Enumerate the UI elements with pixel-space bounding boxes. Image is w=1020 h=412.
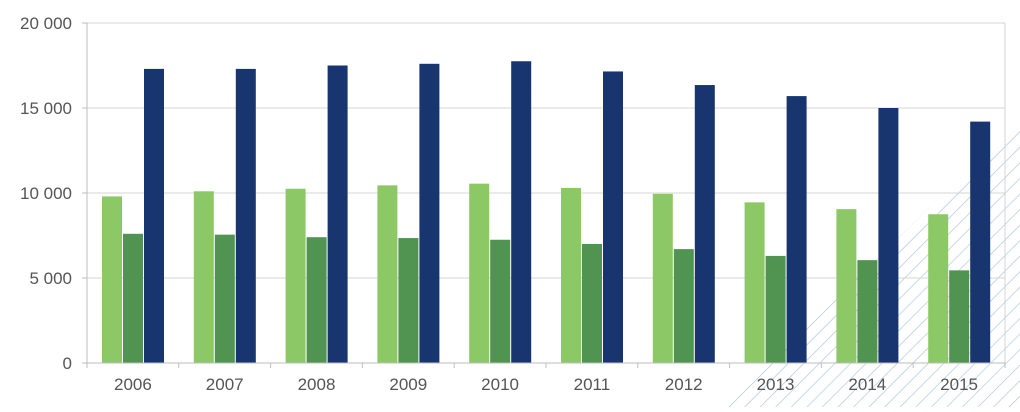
bar [327,65,348,363]
bar [561,187,581,363]
bar [490,239,511,363]
bar [673,249,694,363]
bar [123,233,143,363]
x-tick-label: 2011 [574,375,611,394]
bar [419,63,440,364]
bar [469,183,490,363]
bar [306,237,327,363]
y-tick-label: 15 000 [20,99,72,118]
bar [652,193,673,363]
x-tick-label: 2012 [665,375,703,394]
y-tick-label: 20 000 [20,14,72,33]
bar [511,61,532,363]
x-tick-labels: 2006 2007 2008 2009 2010 2011 2012 2013 2014 2015 [114,375,978,394]
bar [836,209,857,363]
bar [193,191,214,363]
bar [235,68,256,364]
bar [949,270,970,363]
bar [786,96,807,363]
bar [765,255,786,363]
bar [970,121,991,363]
bar [582,244,602,363]
bar [857,260,878,363]
x-tick-label: 2009 [389,375,427,394]
bar [377,185,398,363]
x-tick-label: 2013 [757,375,795,394]
x-tick-label: 2014 [848,375,886,394]
x-tick-label: 2015 [940,375,978,394]
bar [744,202,765,363]
bar [285,188,306,363]
x-tick-label: 2007 [206,375,244,394]
bar [878,108,899,363]
bar [603,71,623,363]
axes [82,22,1006,368]
y-tick-label: 0 [63,354,72,373]
x-tick-label: 2008 [298,375,336,394]
bar [102,196,122,363]
y-tick-label: 10 000 [20,184,72,203]
x-tick-label: 2006 [114,375,152,394]
bar [928,214,949,363]
bars [102,61,991,364]
y-tick-label: 5 000 [29,269,72,288]
bar [398,238,419,363]
bar [214,234,235,363]
bar [144,68,164,364]
y-tick-labels: 0 5 000 10 000 15 000 20 000 [20,14,72,373]
x-tick-label: 2010 [481,375,519,394]
bar [694,85,715,364]
